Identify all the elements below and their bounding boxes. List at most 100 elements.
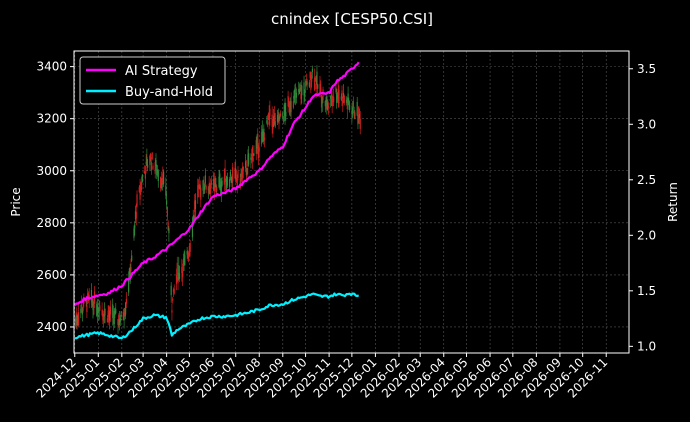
candle-body [77,312,80,326]
candle-body [170,285,172,296]
candle-body [298,89,300,93]
candle-body [276,114,279,122]
candle-body [200,187,202,200]
candle-body [229,178,231,187]
candle-body [151,152,153,159]
candle-body [236,179,238,186]
candle-body [335,87,337,93]
candle-body [160,178,162,186]
y-tick-label-left: 2600 [36,268,67,282]
candle-body [178,265,180,279]
candle-body [118,314,120,322]
candle-body [91,299,93,305]
candle-body [128,268,131,276]
candle-body [140,181,143,191]
candle-body [321,98,323,104]
candle-body [149,155,151,165]
candle-body [210,184,212,194]
candle-body [194,200,197,209]
candle-body [308,82,310,87]
candle-body [98,307,100,320]
y-tick-label-left: 2400 [36,320,67,334]
candle-body [102,311,104,321]
candle-body [333,97,335,103]
candle-body [348,101,350,106]
candle-body [177,277,179,284]
candle-body [188,245,191,257]
candle-body [266,120,268,124]
candle-body [114,310,116,314]
candle-body [246,168,248,175]
candle-body [320,94,323,108]
candle-body [223,177,225,185]
y-tick-label-right: 2.5 [637,173,656,187]
candle-body [106,318,109,323]
candle-body [140,182,142,191]
candle-body [326,102,329,110]
candle-body [354,112,356,119]
candle-body [251,147,254,161]
candle-body [165,185,167,196]
candle-body [139,186,141,200]
candle-body [320,87,322,92]
candle-body [311,74,313,82]
candle-body [144,171,146,174]
candle-body [203,186,206,190]
candle-body [336,93,338,104]
candle-body [168,228,170,234]
candle-body [303,82,305,96]
candle-body [197,185,199,198]
candle-body [267,122,269,126]
candle-body [317,84,319,89]
candle-body [292,101,295,108]
candle-body [101,309,103,316]
candle-body [226,177,228,186]
candle-body [234,167,236,179]
buy-and-hold-line [74,292,360,340]
candle-body [76,315,78,326]
candle-body [295,86,297,99]
candle-body [349,104,351,110]
candle-body [242,166,244,170]
candle-body [341,90,343,99]
candle-body [219,184,222,191]
candle-body [194,200,196,213]
candle-body [247,154,249,167]
candle-body [231,175,233,184]
candle-body [322,89,324,101]
candle-body [327,105,329,108]
candle-body [324,100,326,107]
legend-label-ai: AI Strategy [125,64,198,79]
candle-body [113,312,115,325]
candle-body [173,288,175,294]
candle-body [218,176,220,188]
candle-body [214,182,216,188]
candle-body [251,154,253,157]
candle-body [293,90,295,99]
candle-body [159,177,162,189]
candle-body [171,310,173,313]
candle-body [172,298,174,301]
candle-body [131,255,133,261]
candle-body [125,298,127,304]
candle-body [311,68,313,73]
candle-body [172,289,175,292]
candle-body [267,114,269,120]
chart-title: cnindex [CESP50.CSI] [271,10,433,28]
candlesticks [74,65,361,334]
y-axis-label-left: Price [9,187,23,216]
candle-body [167,222,169,231]
candle-body [304,81,307,87]
y-tick-label-right: 1.5 [637,284,656,298]
candle-body [315,83,317,90]
candle-body [346,100,348,110]
candle-body [300,93,302,99]
candle-body [273,113,276,125]
candle-body [305,81,307,84]
candle-body [294,88,296,98]
legend: AI Strategy Buy-and-Hold [79,56,226,105]
candle-body [213,178,215,191]
candle-body [358,107,360,118]
candle-body [239,178,241,189]
candle-body [244,161,247,168]
